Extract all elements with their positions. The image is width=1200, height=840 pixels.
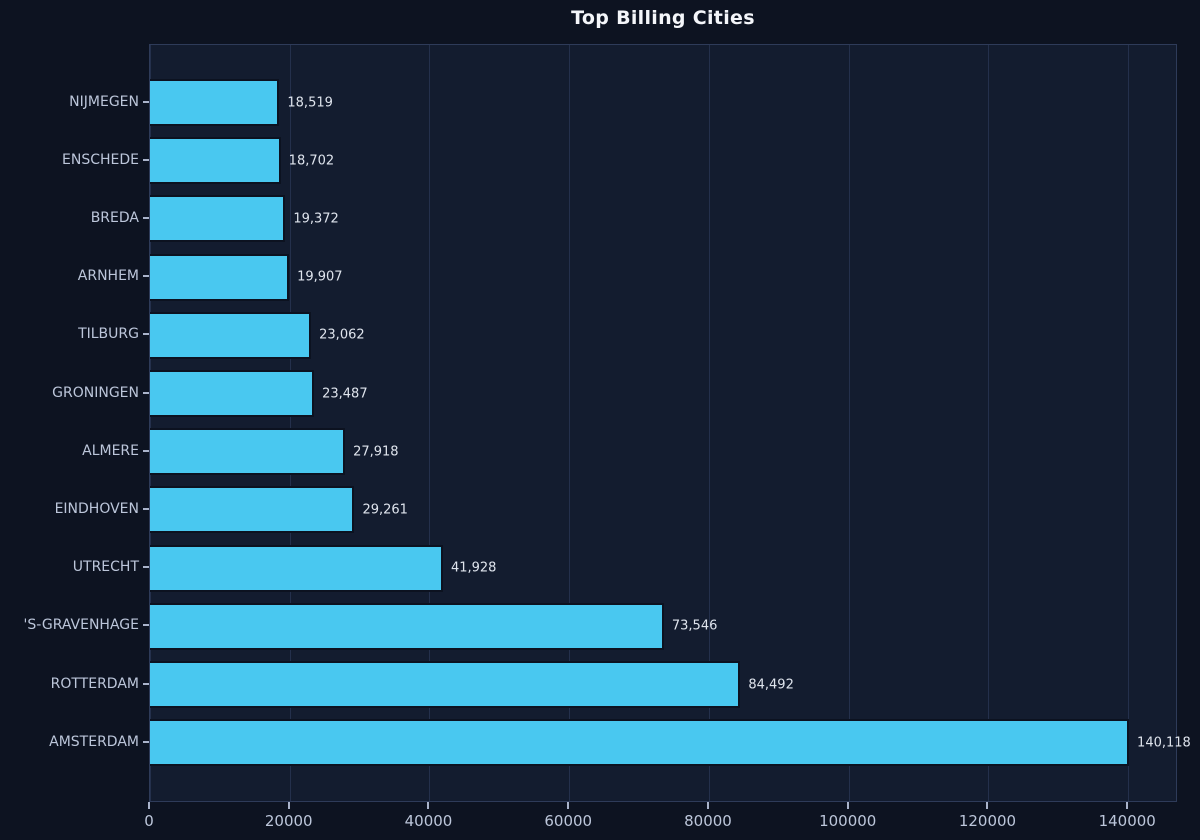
y-tick-label: UTRECHT [72,559,139,576]
y-tick-mark [143,333,149,336]
bar-breda [150,195,286,243]
bar-value-label: 23,062 [319,327,365,343]
bar-tilburg [150,311,312,359]
bar-value-label: 73,546 [671,618,718,634]
y-tick-label: 'S-GRAVENHAGE [23,617,139,634]
y-tick-mark [143,624,149,627]
y-tick-label: BREDA [90,209,139,226]
x-tick-mark [427,802,430,809]
chart-title: Top Billing Cities [571,7,755,29]
x-tick-label: 100000 [819,812,877,830]
bar-rotterdam [150,661,741,708]
x-gridline [289,45,291,801]
y-tick-label: AMSTERDAM [49,733,139,750]
x-tick-label: 40000 [404,812,453,830]
y-tick-mark [143,275,149,278]
y-tick-mark [143,682,149,685]
x-tick-mark [148,802,150,809]
x-gridline [848,45,850,801]
x-tick-mark [986,802,989,809]
y-tick-mark [143,100,149,103]
plot-area: 18,519 18,702 19,372 19,907 23,062 23,487 27,9… [149,44,1191,802]
y-tick-label: ARNHEM [77,268,139,285]
y-tick-mark [143,158,149,161]
bar-utrecht [150,544,443,592]
x-gridline [150,45,151,801]
bar-value-label: 140,118 [1137,735,1191,751]
x-gridline [988,45,990,801]
bar--s-gravenhage [150,602,664,650]
y-tick-label: GRONINGEN [52,384,139,401]
y-tick-mark [143,216,149,219]
x-gridline [1128,45,1130,801]
x-tick-mark [706,802,709,809]
bar-value-label: 19,372 [293,211,339,227]
y-tick-label: EINDHOVEN [54,500,139,517]
x-gridline [429,45,431,801]
y-tick-mark [143,566,149,569]
bar-value-label: 29,261 [362,502,408,518]
bar-nijmegen [150,79,280,126]
y-tick-label: NIJMEGEN [69,93,139,110]
bar-value-label: 19,907 [297,269,343,285]
bar-amsterdam [150,719,1130,767]
y-tick-label: ROTTERDAM [50,675,139,692]
y-tick-label: ENSCHEDE [62,151,139,168]
x-tick-mark [567,802,570,809]
x-tick-label: 120000 [958,812,1017,830]
x-tick-mark [1126,802,1129,809]
x-tick-mark [846,802,849,809]
bar-value-label: 18,702 [288,153,335,169]
x-gridline [708,45,710,801]
x-tick-mark [287,802,290,809]
y-tick-label: TILBURG [78,326,139,343]
bar-eindhoven [150,486,355,534]
x-tick-label: 60000 [544,812,593,830]
x-gridline [569,45,571,801]
bar-value-label: 27,918 [353,444,399,460]
x-tick-label: 80000 [684,812,732,830]
bar-value-label: 41,928 [450,560,497,576]
bar-value-label: 84,492 [748,677,794,692]
y-tick-mark [143,740,149,743]
y-tick-mark [143,391,149,394]
y-tick-mark [143,449,149,452]
bar-almere [150,428,346,476]
bar-value-label: 18,519 [287,95,333,110]
bar-arnhem [150,253,290,301]
bar-enschede [150,137,281,185]
x-tick-label: 0 [144,812,154,830]
x-tick-label: 20000 [264,812,313,830]
bar-value-label: 23,487 [322,386,368,401]
bar-groningen [150,370,315,417]
x-tick-label: 140000 [1098,812,1156,830]
y-tick-label: ALMERE [82,442,139,459]
y-tick-mark [143,507,149,510]
